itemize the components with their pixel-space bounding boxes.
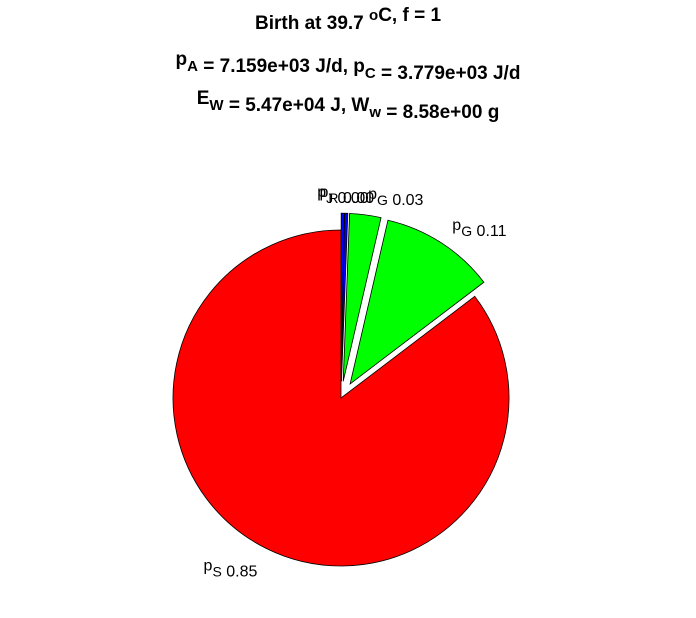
title-text: C, f = 1 bbox=[378, 5, 441, 26]
label-sub: S bbox=[212, 563, 221, 579]
title-sub: W bbox=[209, 97, 224, 114]
title-text: E bbox=[197, 88, 210, 109]
label-base: p bbox=[452, 217, 461, 234]
chart-title: EW = 5.47e+04 J, Ww = 8.58e+00 g bbox=[197, 88, 500, 123]
value-label: 0.11 bbox=[477, 223, 507, 240]
title-text: = 8.58e+00 g bbox=[381, 102, 499, 123]
title-sub: w bbox=[368, 104, 381, 121]
slice-label: pG 0.03 bbox=[368, 186, 423, 209]
chart-title: Birth at 39.7 oC, f = 1 bbox=[255, 5, 441, 34]
pie-slice bbox=[172, 229, 510, 567]
value-label: 0.00 bbox=[338, 190, 369, 207]
slice-label: pJ 0.00 bbox=[317, 184, 369, 207]
label-base: p bbox=[317, 184, 326, 201]
pie-slice bbox=[342, 213, 382, 382]
title-sub: A bbox=[187, 58, 198, 75]
slice-label: pG 0.11 bbox=[452, 217, 506, 240]
label-base: p bbox=[320, 184, 329, 201]
label-sub: G bbox=[377, 192, 388, 208]
value-label: 0.03 bbox=[392, 192, 423, 209]
label-base: p bbox=[204, 558, 213, 575]
label-sub: J bbox=[326, 190, 333, 206]
chart-title: pA = 7.159e+03 J/d, pC = 3.779e+03 J/d bbox=[176, 49, 521, 84]
title-text: p bbox=[176, 49, 188, 70]
title-text: = 7.159e+03 J/d, p bbox=[198, 56, 365, 77]
pie-slice bbox=[349, 219, 485, 385]
label-sub: R bbox=[328, 190, 338, 206]
value-label: 0.00 bbox=[343, 190, 374, 207]
label-base: p bbox=[368, 186, 377, 203]
title-text: Birth at 39.7 bbox=[255, 13, 369, 34]
title-sup: o bbox=[369, 7, 378, 24]
title-text: = 3.779e+03 J/d bbox=[376, 63, 521, 84]
label-sub: G bbox=[461, 223, 472, 239]
title-sub: C bbox=[365, 65, 376, 82]
title-text: = 5.47e+04 J, W bbox=[224, 95, 370, 116]
slice-label: pS 0.85 bbox=[204, 558, 258, 581]
slice-label: pR 0.00 bbox=[320, 184, 375, 207]
value-label: 0.85 bbox=[226, 564, 257, 581]
pie-slice bbox=[340, 212, 345, 382]
